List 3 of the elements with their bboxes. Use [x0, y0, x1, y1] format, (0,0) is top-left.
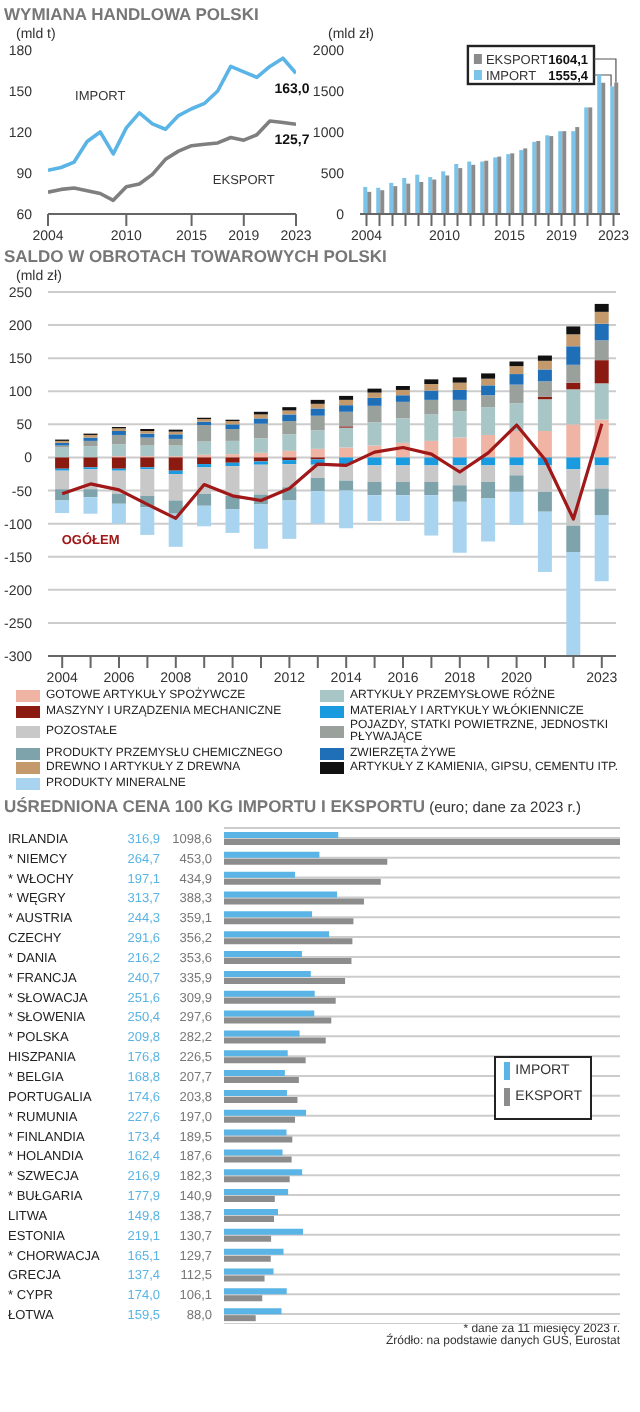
- chart-title: UŚREDNIONA CENA 100 KG IMPORTU I EKSPORTU: [4, 796, 425, 816]
- chart-title: WYMIANA HANDLOWA POLSKI: [4, 4, 261, 24]
- chart-title: SALDO W OBROTACH TOWAROWYCH POLSKI: [4, 246, 389, 266]
